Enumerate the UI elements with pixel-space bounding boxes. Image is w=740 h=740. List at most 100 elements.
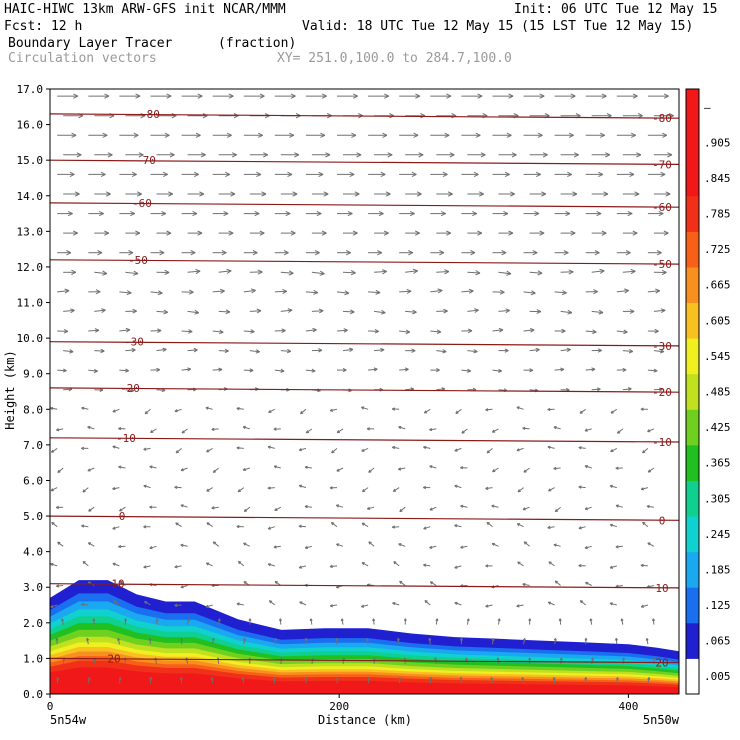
vector-arrowhead — [446, 93, 452, 97]
vector-arrow — [547, 601, 555, 606]
vector-arrowhead — [555, 580, 559, 583]
vector-arrowhead — [358, 113, 364, 117]
vector-arrowhead — [268, 445, 271, 448]
vector-arrowhead — [475, 270, 481, 274]
vector-arrowhead — [224, 350, 229, 354]
vector-arrowhead — [442, 171, 448, 175]
vector-arrow — [242, 426, 250, 430]
vector-arrow — [236, 603, 244, 606]
vector-arrowhead — [329, 604, 333, 607]
vector-arrowhead — [257, 269, 263, 273]
vector-arrowhead — [534, 210, 540, 215]
vector-arrowhead — [350, 309, 355, 313]
vector-arrowhead — [305, 637, 308, 641]
vector-arrowhead — [439, 252, 445, 256]
vector-arrowhead — [200, 152, 206, 156]
vector-arrowhead — [237, 489, 240, 493]
vector-arrowhead — [107, 152, 113, 156]
vector-arrowhead — [257, 134, 263, 138]
vector-arrowhead — [442, 173, 448, 178]
vector-arrowhead — [349, 171, 355, 175]
vector-arrowhead — [349, 347, 354, 350]
vector-arrowhead — [314, 250, 320, 254]
vector-arrow — [144, 408, 151, 415]
vector-arrowhead — [477, 230, 483, 234]
vector-arrowhead — [174, 565, 178, 568]
vector-arrowhead — [361, 448, 364, 452]
vector-arrow — [467, 271, 481, 274]
vector-arrowhead — [197, 230, 203, 234]
vector-arrowhead — [470, 250, 476, 254]
vector-arrowhead — [197, 93, 203, 97]
vector-arrowhead — [125, 618, 127, 622]
vector-arrowhead — [663, 230, 669, 234]
vector-arrow — [311, 271, 325, 275]
vector-arrowhead — [634, 191, 640, 195]
vector-arrow — [143, 447, 151, 450]
vector-arrowhead — [81, 524, 85, 527]
vector-arrowhead — [56, 428, 59, 431]
vector-arrowhead — [585, 677, 588, 680]
vector-arrowhead — [231, 152, 237, 156]
vector-arrowhead — [381, 309, 386, 314]
vector-arrowhead — [524, 638, 526, 641]
colorbar-swatch — [686, 587, 699, 624]
vector-arrowhead — [202, 115, 208, 119]
vector-arrowhead — [57, 541, 61, 544]
vector-arrowhead — [642, 450, 645, 454]
vector-arrowhead — [101, 309, 106, 314]
vector-arrowhead — [621, 618, 624, 621]
vector-arrowhead — [166, 230, 172, 234]
vector-arrowhead — [385, 191, 391, 195]
y-tick-label: 7.0 — [23, 439, 43, 452]
vector-arrowhead — [565, 210, 571, 215]
vector-arrowhead — [632, 230, 638, 234]
vector-arrowhead — [592, 331, 597, 334]
vector-arrow — [461, 428, 468, 434]
vector-arrowhead — [568, 134, 574, 138]
vector-arrowhead — [565, 213, 571, 217]
vector-arrow — [63, 309, 75, 312]
vector-arrow — [498, 309, 510, 312]
vector-arrowhead — [373, 618, 376, 621]
vector-arrowhead — [521, 677, 525, 680]
vector-arrowhead — [89, 677, 91, 680]
vector-arrowhead — [429, 637, 432, 641]
vector-arrowhead — [508, 93, 514, 97]
vector-arrowhead — [255, 351, 260, 354]
vector-arrow — [243, 506, 251, 512]
vector-arrow — [585, 330, 597, 333]
vector-arrowhead — [99, 389, 104, 392]
vector-arrow — [63, 388, 72, 391]
vector-arrowhead — [131, 171, 137, 175]
vector-arrowhead — [660, 173, 666, 178]
vector-arrowhead — [157, 328, 162, 331]
vector-arrowhead — [654, 328, 659, 332]
y-tick-label: 17.0 — [17, 83, 44, 96]
vector-arrowhead — [273, 677, 276, 680]
vector-arrow — [610, 408, 618, 414]
forecast-hour: Fcst: 12 h — [4, 19, 82, 34]
valid-time: Valid: 18 UTC Tue 12 May 15 (15 LST Tue … — [302, 19, 693, 34]
vector-arrowhead — [351, 134, 357, 138]
vector-arrowhead — [375, 289, 381, 294]
isotherm-label: -30 — [124, 336, 144, 349]
vector-arrowhead — [368, 677, 371, 680]
vector-arrowhead — [82, 489, 85, 493]
vector-arrowhead — [597, 388, 601, 392]
plot-area: -80 -80 -70 -70 -60 -60 -50 -50 -30 -30 -20 -20 -10 -… — [49, 93, 680, 694]
vector-arrowhead — [164, 132, 170, 136]
vector-arrowhead — [138, 152, 144, 156]
vector-arrowhead — [382, 134, 388, 138]
vector-arrowhead — [162, 171, 168, 175]
vector-arrowhead — [585, 637, 588, 641]
vector-arrowhead — [406, 288, 412, 292]
vector-arrow — [181, 368, 191, 371]
vector-arrowhead — [446, 95, 452, 99]
vector-arrowhead — [98, 210, 104, 215]
vector-arrowhead — [261, 193, 267, 197]
vector-arrowhead — [625, 250, 631, 254]
vector-arrowhead — [133, 270, 139, 275]
vector-arrowhead — [598, 173, 604, 178]
vector-arrowhead — [412, 311, 417, 315]
